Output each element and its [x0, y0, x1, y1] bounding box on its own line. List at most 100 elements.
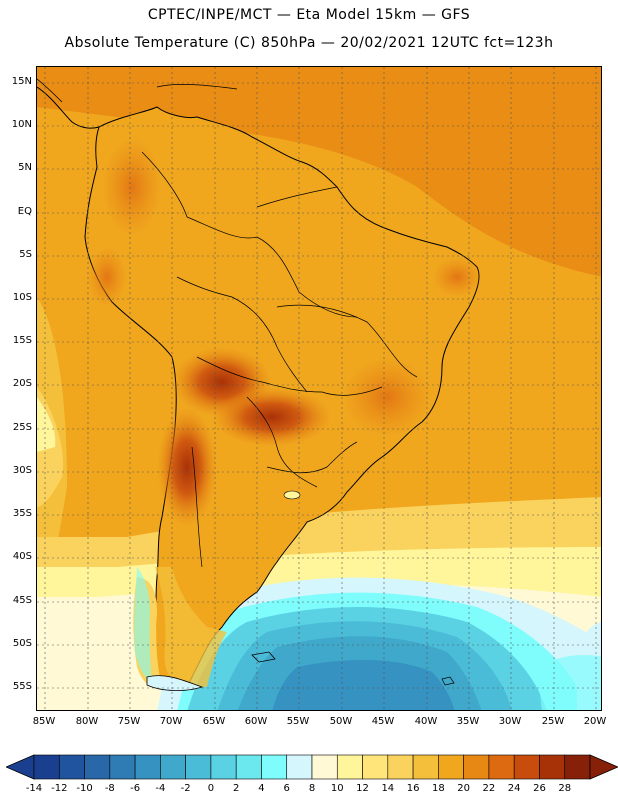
border-line-andes: [191, 446, 203, 568]
central-america-coast: [37, 86, 100, 129]
lat-label-15s: 15S: [12, 335, 32, 346]
color-scale-label: 20: [457, 783, 470, 794]
color-scale-label: 26: [533, 783, 546, 794]
color-scale-min-arrow: [6, 754, 35, 780]
lon-label-30w: 30W: [498, 716, 522, 727]
color-scale-label: -10: [76, 783, 93, 794]
color-scale-cell: [134, 754, 161, 780]
color-scale-cell: [185, 754, 212, 780]
color-scale-label: 14: [381, 783, 395, 794]
color-scale-label: 22: [482, 783, 496, 794]
andes-cold-zone: [134, 567, 152, 682]
central-america-coast-2: [37, 78, 63, 103]
color-scale-label: -12: [51, 783, 68, 794]
color-scale-max-arrow: [589, 754, 618, 780]
pacific-cooler-zone: [37, 397, 56, 452]
lon-label-50w: 50W: [329, 716, 353, 727]
caribbean-islands: [156, 84, 238, 90]
warm-zone-north-andes: [102, 137, 162, 237]
color-scale-label: -2: [180, 783, 191, 794]
color-scale-label: 8: [308, 783, 316, 794]
lon-label-45w: 45W: [371, 716, 395, 727]
color-scale-label: -14: [25, 783, 43, 794]
color-scale-cell: [160, 754, 186, 780]
south-band-9: [272, 660, 455, 710]
border-line-2: [176, 276, 308, 393]
lon-label-35w: 35W: [456, 716, 480, 727]
map-subtitle: Absolute Temperature (C) 850hPa — 20/02/…: [64, 35, 554, 51]
lon-label-40w: 40W: [414, 716, 438, 727]
color-scale-cell: [488, 754, 515, 780]
color-scale-cell: [336, 754, 363, 780]
color-scale-label: 10: [330, 783, 344, 794]
lat-label-20s: 20S: [12, 378, 32, 389]
color-scale-label: 24: [507, 783, 521, 794]
color-scale-label: 16: [406, 783, 420, 794]
color-scale-label: 28: [558, 783, 572, 794]
color-scale-label: 6: [283, 783, 290, 794]
lon-label-25w: 25W: [541, 716, 565, 727]
lat-label-45s: 45S: [12, 595, 32, 606]
lat-label-50s: 50S: [12, 638, 32, 649]
color-scale-cell: [261, 754, 288, 780]
border-line-6: [276, 304, 418, 378]
border-line-5: [266, 441, 358, 474]
color-scale-cell: [286, 754, 313, 780]
lon-label-75w: 75W: [117, 716, 141, 727]
map-panel: [36, 66, 602, 711]
lat-label-10s: 10S: [12, 292, 32, 303]
east-cold-band-2: [537, 655, 601, 710]
lat-label-25s: 25S: [12, 422, 32, 433]
lagoa-dos-patos: [283, 490, 301, 500]
color-scale-label: -4: [155, 783, 166, 794]
warm-zone-peru: [87, 247, 127, 307]
lat-label-eq: EQ: [17, 206, 32, 217]
color-scale-cell: [463, 754, 490, 780]
lon-label-70w: 70W: [159, 716, 183, 727]
tierra-del-fuego: [146, 675, 204, 691]
map-title: CPTEC/INPE/MCT — Eta Model 15km — GFS: [147, 7, 471, 23]
gridlines: [37, 67, 601, 710]
lon-label-85w: 85W: [32, 716, 56, 727]
hot-zone-parana: [212, 387, 332, 447]
color-scale-label: -6: [130, 783, 141, 794]
patagonia-zone: [155, 567, 227, 687]
color-scale-label: 4: [258, 783, 265, 794]
color-scale-bar: [6, 754, 618, 780]
color-scale-label: 2: [232, 783, 240, 794]
lon-label-55w: 55W: [286, 716, 310, 727]
color-scale-cell: [311, 754, 338, 780]
lat-label-55s: 55S: [12, 681, 32, 692]
falkland-islands: [251, 651, 276, 663]
color-scale-cell: [438, 754, 464, 780]
lon-label-60w: 60W: [244, 716, 268, 727]
lon-label-65w: 65W: [202, 716, 226, 727]
warm-zone-southeast: [342, 357, 432, 437]
lat-label-40s: 40S: [12, 551, 32, 562]
border-line-3: [196, 356, 383, 396]
color-scale-cell: [235, 754, 262, 780]
color-scale-cell: [362, 754, 389, 780]
lat-label-35s: 35S: [12, 508, 32, 519]
border-line-7: [256, 186, 338, 208]
color-scale-label: -8: [104, 783, 115, 794]
color-scale-label: 18: [431, 783, 445, 794]
warm-zone-northeast: [432, 257, 482, 297]
color-scale-cell: [539, 754, 566, 780]
color-scale-cell: [412, 754, 439, 780]
color-scale-cell: [109, 754, 136, 780]
lat-label-15n: 15N: [11, 76, 32, 87]
color-scale-cell: [33, 754, 60, 780]
color-scale-cell: [84, 754, 111, 780]
lat-label-5s: 5S: [19, 249, 32, 260]
south-georgia: [441, 676, 455, 686]
color-scale-cell: [210, 754, 237, 780]
lat-label-10n: 10N: [11, 119, 32, 130]
lat-label-5n: 5N: [18, 162, 32, 173]
color-scale-cell: [58, 754, 85, 780]
border-line-4: [246, 396, 318, 488]
lon-label-80w: 80W: [75, 716, 99, 727]
hot-zone-andes-east: [157, 407, 217, 527]
lat-label-30s: 30S: [12, 465, 32, 476]
lon-label-20w: 20W: [583, 716, 607, 727]
